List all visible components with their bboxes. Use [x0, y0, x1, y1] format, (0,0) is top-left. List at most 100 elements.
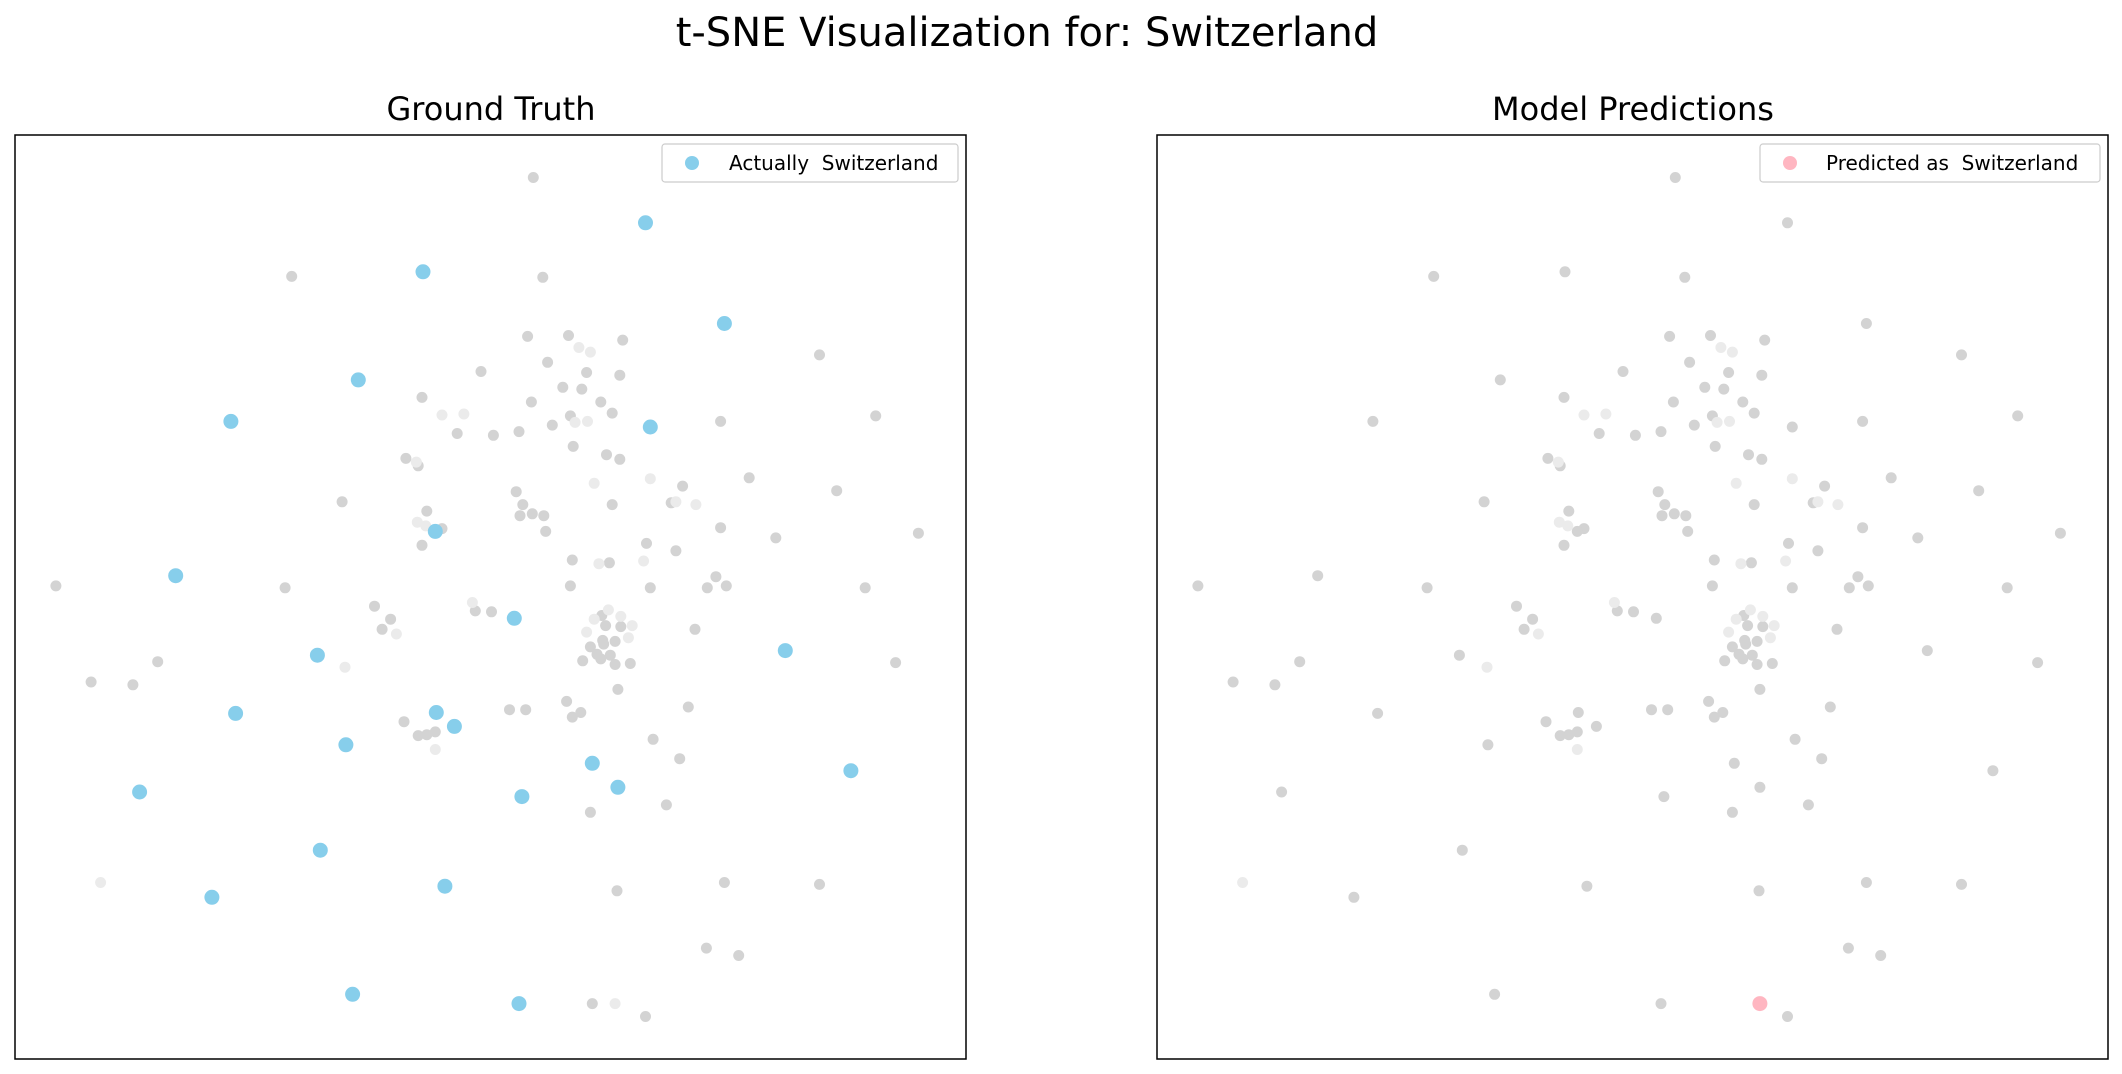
- background-point: [1860, 318, 1872, 329]
- background-point: [1724, 415, 1735, 427]
- background-point: [1743, 449, 1754, 461]
- background-point: [814, 878, 825, 890]
- background-point: [1679, 271, 1691, 283]
- ground-truth-title: Ground Truth: [387, 90, 596, 128]
- background-point: [573, 342, 585, 353]
- highlight-point: [1752, 996, 1768, 1012]
- background-point: [1227, 676, 1239, 688]
- background-point: [1921, 645, 1933, 657]
- background-point: [588, 477, 600, 489]
- highlight-point: [223, 413, 239, 429]
- background-point: [638, 555, 650, 567]
- background-point: [1563, 505, 1575, 517]
- background-point: [1453, 649, 1465, 661]
- background-point: [593, 558, 605, 570]
- highlight-point: [446, 718, 462, 734]
- background-point: [451, 428, 463, 439]
- background-point: [582, 415, 593, 427]
- background-point: [527, 172, 539, 183]
- model-predictions-legend: Predicted as Switzerland: [1759, 143, 2101, 183]
- background-point: [412, 730, 424, 742]
- background-point: [1742, 620, 1754, 632]
- background-point: [586, 998, 598, 1010]
- background-point: [1703, 695, 1715, 707]
- background-point: [720, 580, 732, 592]
- background-point: [429, 726, 441, 738]
- background-point: [1705, 330, 1716, 341]
- background-point: [1764, 632, 1776, 644]
- background-point: [644, 582, 656, 594]
- background-point: [609, 659, 621, 670]
- background-point: [641, 537, 652, 549]
- background-point: [1756, 453, 1768, 465]
- background-point: [1757, 621, 1769, 633]
- background-point: [644, 473, 656, 485]
- background-point: [1726, 641, 1738, 653]
- background-point: [1578, 409, 1590, 421]
- background-point: [859, 582, 871, 594]
- background-point: [1532, 628, 1544, 640]
- highlight-point: [642, 419, 658, 435]
- background-point: [626, 620, 638, 632]
- background-point: [1786, 421, 1798, 433]
- background-point: [1294, 656, 1306, 668]
- ground-truth-legend: Actually Switzerland: [661, 143, 959, 183]
- background-point: [1852, 571, 1864, 583]
- ground-truth-panel: Ground Truth Actually Switzerland: [14, 90, 967, 1060]
- model-predictions-title: Model Predictions: [1492, 90, 1774, 128]
- background-point: [376, 623, 388, 635]
- background-point: [486, 606, 497, 618]
- background-point: [1782, 217, 1793, 229]
- background-point: [1728, 757, 1740, 769]
- background-point: [510, 486, 522, 498]
- highlight-point: [843, 763, 859, 779]
- background-point: [1751, 659, 1763, 670]
- background-point: [674, 753, 686, 765]
- background-point: [1757, 610, 1769, 622]
- background-point: [469, 605, 481, 617]
- ground-truth-points: [50, 172, 924, 1022]
- background-point: [611, 885, 623, 897]
- background-point: [1652, 486, 1664, 498]
- background-point: [595, 653, 607, 665]
- background-point: [1421, 582, 1433, 594]
- background-point: [1428, 270, 1440, 282]
- background-point: [1668, 508, 1680, 520]
- background-point: [1552, 456, 1564, 468]
- background-point: [581, 367, 593, 378]
- background-point: [1617, 366, 1629, 377]
- legend-label: Actually Switzerland: [729, 151, 938, 175]
- background-point: [421, 505, 433, 517]
- background-point: [1744, 604, 1756, 616]
- background-point: [410, 456, 422, 468]
- background-point: [1754, 781, 1766, 793]
- background-point: [743, 472, 755, 484]
- background-point: [682, 701, 694, 713]
- background-point: [1718, 383, 1730, 395]
- highlight-point: [777, 643, 793, 659]
- background-point: [1562, 520, 1574, 532]
- background-point: [1629, 429, 1641, 441]
- background-point: [1816, 753, 1828, 765]
- background-point: [540, 525, 552, 537]
- background-point: [1456, 844, 1468, 856]
- model-predictions-axes-frame: [1156, 134, 2109, 1060]
- background-point: [1802, 799, 1814, 811]
- background-point: [1737, 653, 1749, 665]
- background-point: [1723, 367, 1735, 378]
- background-point: [1659, 499, 1671, 511]
- background-point: [1542, 452, 1554, 464]
- background-point: [770, 532, 782, 544]
- background-point: [1611, 605, 1623, 617]
- background-point: [339, 661, 351, 673]
- background-point: [1860, 877, 1872, 888]
- background-point: [1740, 638, 1752, 650]
- highlight-point: [132, 784, 148, 800]
- background-point: [1812, 545, 1824, 557]
- highlight-point: [584, 755, 600, 771]
- background-point: [1730, 613, 1742, 625]
- background-point: [1831, 623, 1843, 635]
- model-predictions-panel: Model Predictions Predicted as Switzerla…: [1156, 90, 2109, 1060]
- background-point: [557, 381, 569, 393]
- background-point: [561, 695, 573, 707]
